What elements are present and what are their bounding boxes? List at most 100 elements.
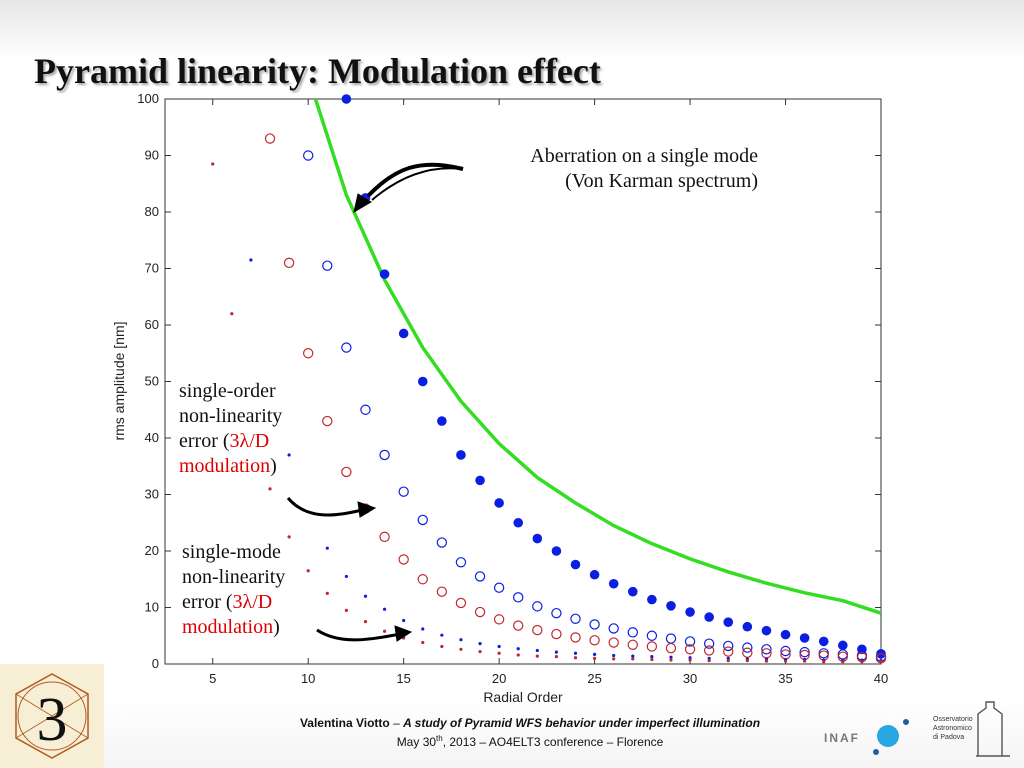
von-karman-curve [313,99,881,615]
data-point [322,260,333,271]
mode-line-4: modulation) [182,615,285,640]
data-point [707,659,711,663]
data-point [325,546,329,550]
data-point [344,608,348,612]
order-error-text: error ( [179,430,230,452]
data-point [344,574,348,579]
mode-close-paren: ) [273,616,280,638]
data-point [570,613,581,625]
data-point [573,656,578,660]
data-point [497,651,501,655]
observatory-line-2: Astronomico [933,725,972,732]
data-point [211,162,215,166]
observatory-line-3: di Padova [933,734,965,741]
footer-line-2: May 30th, 2013 – AO4ELT3 conference – Fl… [190,731,870,750]
data-point [475,475,485,486]
data-point [513,592,524,603]
data-point [325,591,329,595]
inaf-dot-icon [903,719,909,725]
x-tick-label: 35 [778,671,792,686]
data-point [612,653,616,658]
x-tick-label: 10 [301,671,315,686]
y-tick-label: 60 [145,317,159,332]
data-point [402,618,406,623]
data-point [478,642,482,646]
data-point [421,640,425,645]
order-mod-word: modulation [179,455,271,477]
data-point [551,628,562,640]
footer-date-prefix: May 30 [396,735,437,749]
inaf-logo: INAF [824,719,909,755]
x-tick-label: 40 [874,671,888,686]
data-point [688,656,692,660]
data-point [382,629,387,633]
y-tick-label: 0 [152,656,159,671]
x-axis: 5 10 15 20 25 30 35 40 [209,99,888,686]
order-line-3: error (3λ/D [179,429,282,454]
data-point [493,582,505,593]
y-tick-label: 50 [145,374,159,389]
data-point [268,487,272,491]
data-point [303,348,314,359]
mode-line-1: single-mode [182,541,281,563]
data-point [593,656,597,660]
observatory-text: Osservatorio Astronomico di Padova [933,715,973,742]
data-point [608,578,619,589]
series-red-dot-small [211,162,883,664]
x-tick-label: 5 [209,671,216,686]
data-point [532,624,543,636]
footer-date-sup: th [436,734,443,743]
data-point [554,650,559,654]
data-point [704,612,714,622]
data-point [608,637,619,648]
data-point [306,569,310,573]
data-point [436,537,448,548]
data-point [516,653,520,657]
data-point [780,645,791,657]
footer-line-1: Valentina Viotto – A study of Pyramid WF… [190,715,870,731]
data-point [631,657,635,661]
data-point [456,450,466,460]
data-point [570,632,581,643]
data-point [363,594,368,598]
footer-author: Valentina Viotto [299,716,390,730]
data-point [608,623,619,634]
data-point [303,150,314,161]
data-point [589,619,600,630]
data-point [437,416,447,426]
order-mod-value: 3λ/D [229,430,270,452]
data-point [398,328,409,339]
data-point [382,607,387,611]
mode-error-text: error ( [182,591,233,613]
data-point [742,642,753,653]
order-close-paren: ) [270,455,277,477]
data-point [440,644,444,649]
data-point [436,586,448,597]
data-point [283,257,295,269]
data-point [684,636,696,647]
mode-line-2: non-linearity [182,566,286,588]
single-mode-annotation: single-mode non-linearity error (3λ/D mo… [182,540,286,640]
mode-mod-word: modulation [182,616,274,638]
data-point [726,656,730,660]
y-tick-label: 20 [145,543,159,558]
data-point [646,630,658,641]
data-point [379,269,390,279]
data-point [341,342,352,353]
data-point [783,659,788,663]
data-point [761,625,772,636]
data-point [799,646,810,658]
y-axis: 0 10 20 30 40 50 60 70 80 90 100 [137,91,881,671]
data-point [860,660,864,664]
data-point [535,648,539,653]
observatory-logo [976,701,1010,757]
y-tick-label: 70 [145,261,159,276]
data-point [726,659,730,663]
circle-icon [17,681,87,751]
data-point [532,601,543,612]
data-point [838,640,848,651]
data-point [799,633,810,643]
conference-logo-symbol: 3 [37,686,68,754]
data-point [341,94,352,104]
order-arrow-icon [286,497,363,517]
